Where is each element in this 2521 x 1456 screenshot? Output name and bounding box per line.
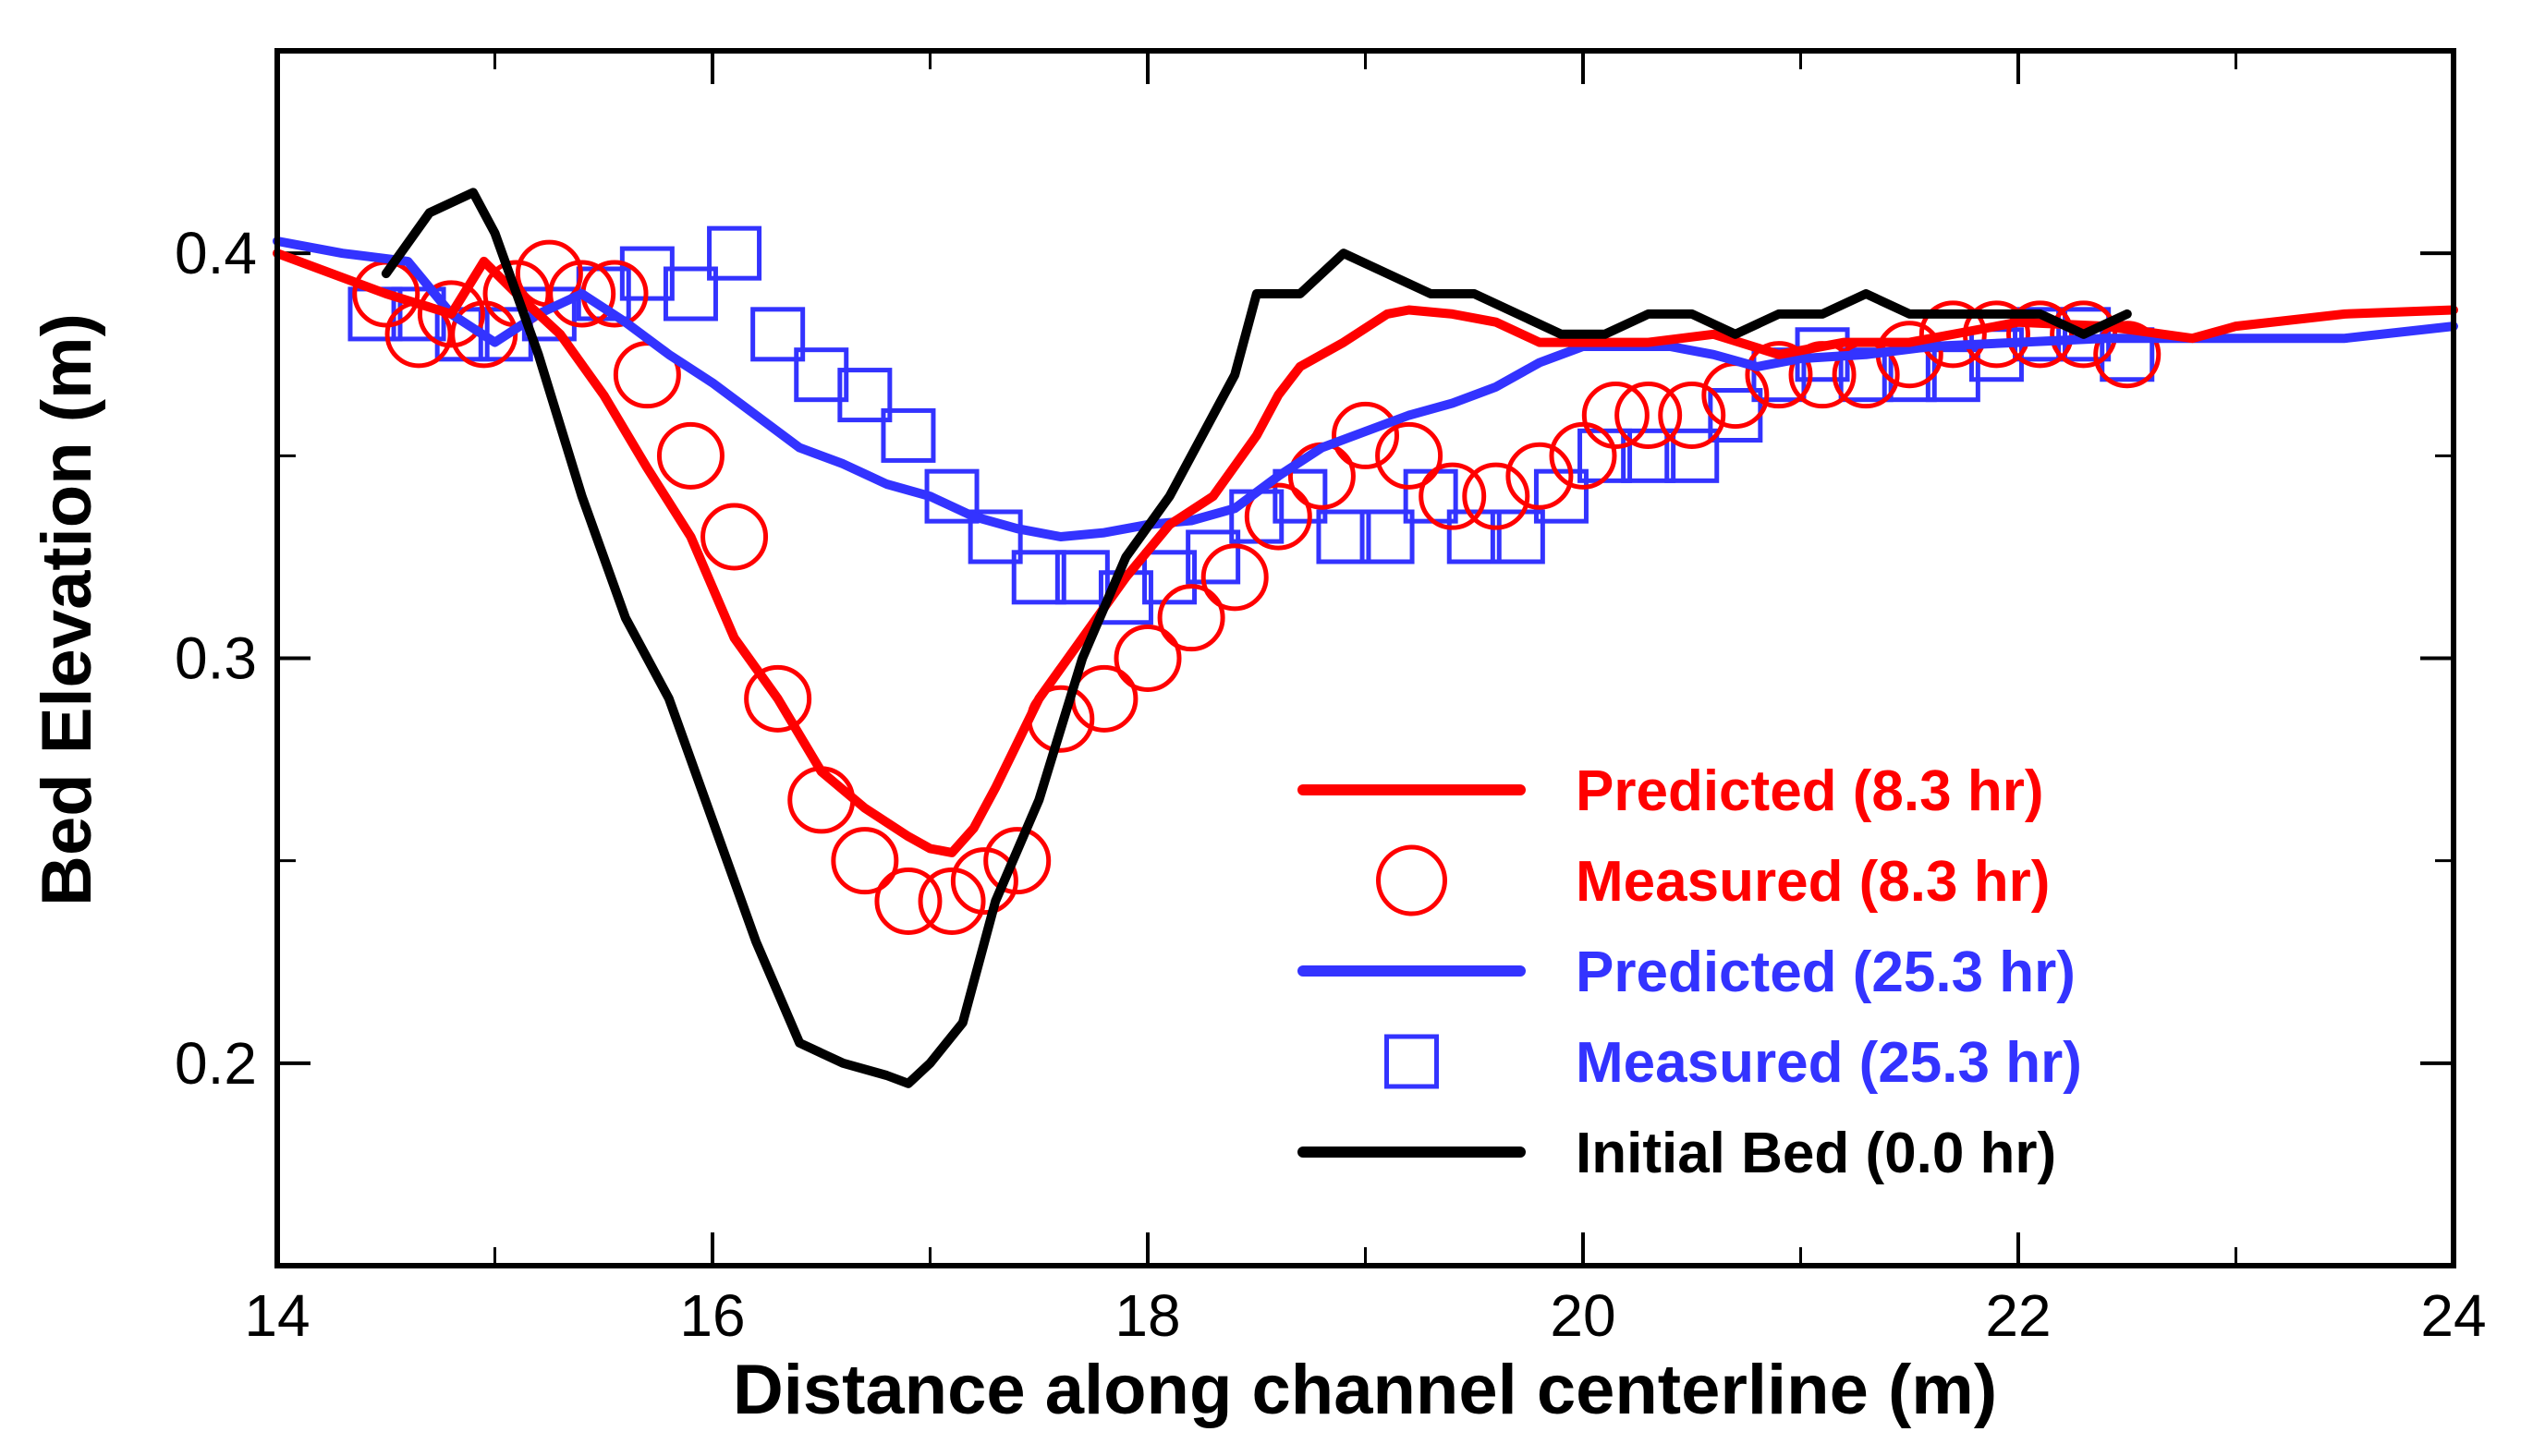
data-point-circle: [1658, 382, 1726, 449]
data-point-circle: [1614, 382, 1683, 449]
data-point-square: [794, 347, 849, 403]
data-point-square: [1273, 468, 1328, 524]
data-point-square: [1490, 509, 1545, 564]
series-predicted-8-3-hr: [273, 249, 2458, 857]
data-point-circle: [1375, 421, 1443, 490]
data-point-square: [707, 225, 762, 281]
data-point-circle: [1419, 462, 1487, 530]
data-point-square: [1838, 347, 1894, 403]
data-point-circle: [2006, 300, 2075, 369]
data-point-square: [1142, 550, 1198, 605]
data-point-circle: [1581, 382, 1650, 449]
x-tick-label: 14: [244, 1282, 310, 1349]
data-point-square: [1533, 468, 1589, 524]
y-tick-label: 0.2: [175, 1030, 257, 1097]
data-point-circle: [1918, 300, 1987, 369]
series-predicted-25-3-hr: [273, 237, 2458, 541]
x-tick-label: 20: [1550, 1282, 1615, 1349]
data-point-square: [2013, 307, 2068, 362]
legend-label: Predicted (8.3 hr): [1576, 759, 2043, 823]
y-axis-title: Bed Elevation (m): [28, 313, 106, 906]
series-line: [381, 188, 2132, 1088]
legend-label: Predicted (25.3 hr): [1576, 940, 2076, 1004]
data-point-square: [1664, 428, 1720, 483]
legend-entry: Measured (8.3 hr): [1376, 844, 2050, 916]
data-point-square: [750, 307, 806, 362]
data-point-circle: [1745, 341, 1813, 409]
data-point-circle: [950, 847, 1018, 916]
y-tick-label: 0.3: [175, 625, 257, 692]
x-tick-label: 24: [2420, 1282, 2486, 1349]
data-point-square: [881, 407, 936, 463]
data-point-square: [1316, 509, 1371, 564]
data-point-circle: [1114, 625, 1182, 692]
data-point-square: [1446, 509, 1502, 564]
legend-label: Measured (25.3 hr): [1576, 1031, 2082, 1095]
data-point-circle: [1549, 421, 1617, 490]
x-axis-title: Distance along channel centerline (m): [733, 1351, 1997, 1429]
legend-entry: Predicted (8.3 hr): [1297, 759, 2043, 823]
data-point-square: [1054, 550, 1110, 605]
data-point-circle: [1200, 543, 1269, 612]
data-point-circle: [2093, 321, 2162, 389]
data-point-square: [1359, 509, 1415, 564]
data-point-circle: [983, 827, 1052, 895]
data-point-circle: [1462, 462, 1530, 530]
data-point-square: [1621, 428, 1676, 483]
data-point-square: [968, 509, 1023, 564]
data-point-circle: [700, 503, 769, 571]
data-point-circle: [874, 868, 943, 935]
labels-layer: 14 16 18 20 22 24 0.2 0.3 0.4: [175, 220, 2487, 1349]
x-tick-label: 18: [1114, 1282, 1180, 1349]
data-point-circle: [1505, 442, 1574, 510]
x-tick-label: 22: [1985, 1282, 2051, 1349]
data-point-circle: [656, 421, 725, 490]
data-point-circle: [831, 827, 899, 895]
data-point-square: [1186, 529, 1241, 585]
series-line: [273, 249, 2458, 857]
series-line: [273, 237, 2458, 541]
plot-frame: [274, 48, 2456, 1268]
legend-label: Initial Bed (0.0 hr): [1576, 1122, 2056, 1185]
legend-label: Measured (8.3 hr): [1576, 850, 2050, 914]
data-point-circle: [1157, 584, 1225, 652]
legend-entry: Initial Bed (0.0 hr): [1297, 1122, 2056, 1185]
y-tick-label: 0.4: [175, 220, 257, 286]
data-point-circle: [417, 280, 485, 348]
data-point-square: [1011, 550, 1066, 605]
legend-entry: Measured (25.3 hr): [1384, 1031, 2082, 1095]
data-point-circle: [548, 260, 616, 328]
data-point-circle: [918, 868, 986, 935]
legend-swatch-circle: [1376, 844, 1447, 916]
legend-swatch-square: [1384, 1034, 1439, 1089]
data-point-circle: [1244, 482, 1312, 551]
series-layer: [273, 188, 2458, 1088]
legend: Predicted (8.3 hr) Measured (8.3 hr) Predi…: [1297, 759, 2082, 1185]
data-point-square: [663, 266, 718, 322]
x-tick-label: 16: [679, 1282, 745, 1349]
legend-entry: Predicted (25.3 hr): [1297, 940, 2076, 1004]
data-point-circle: [744, 664, 812, 733]
data-point-square: [837, 368, 893, 423]
series-initial-bed-0-0-hr: [381, 188, 2132, 1088]
data-point-circle: [1332, 401, 1399, 469]
